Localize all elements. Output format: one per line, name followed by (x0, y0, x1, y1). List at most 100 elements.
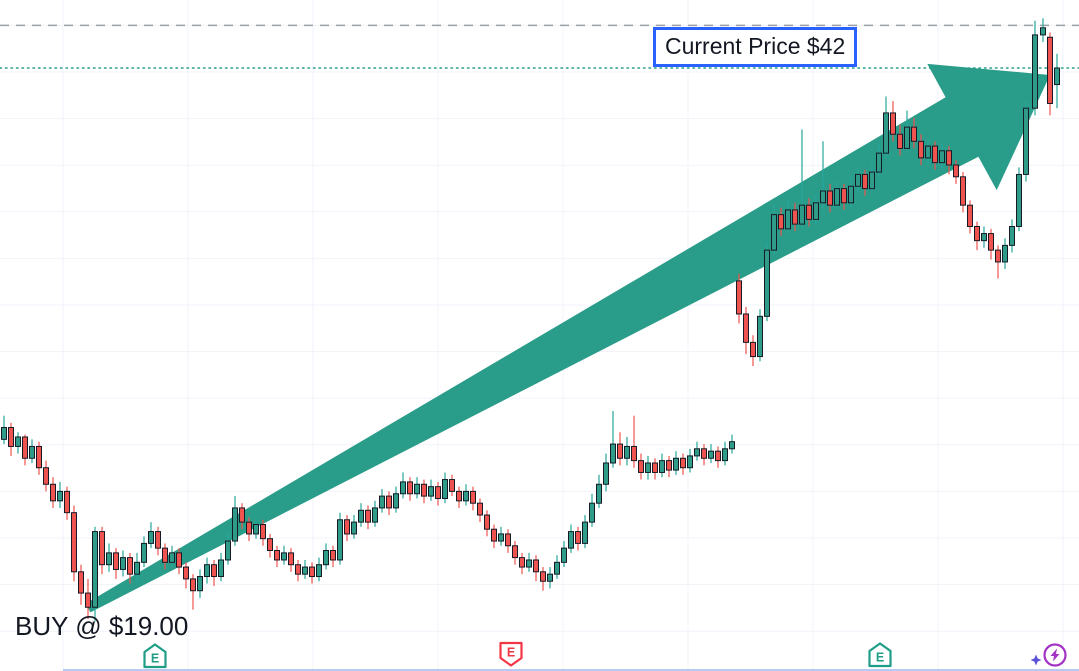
candle-down (176, 548, 182, 575)
candle-down (288, 548, 294, 572)
candle-up (463, 484, 469, 506)
candle-down (99, 526, 105, 575)
candle-up (603, 453, 609, 492)
candle-down (932, 141, 938, 170)
candle-up (428, 479, 434, 501)
candle-down (540, 567, 546, 591)
candle-up (379, 489, 385, 513)
candle-up (351, 515, 357, 539)
earnings-letter: E (507, 646, 515, 660)
candle-down (680, 453, 686, 475)
candle-down (78, 564, 84, 605)
candle-up (29, 439, 35, 463)
candle-up (526, 552, 532, 572)
candle-up (694, 441, 700, 461)
candle-up (253, 517, 259, 539)
candle-down (519, 552, 525, 575)
candle-up (904, 110, 910, 154)
candle-up (1016, 167, 1022, 232)
candle-down (505, 529, 511, 553)
candle-down (652, 458, 658, 480)
earnings-badge-up[interactable]: E (143, 643, 167, 669)
candle-down (1047, 32, 1053, 116)
candle-down (631, 415, 637, 468)
candle-down (365, 505, 371, 530)
candle-down (449, 474, 455, 497)
candle-up (15, 432, 21, 454)
candle-down (911, 117, 917, 149)
candle-up (148, 522, 154, 549)
candle-up (316, 557, 322, 582)
flash-event-icon[interactable] (1030, 643, 1067, 667)
candle-down (533, 555, 539, 582)
candle-down (666, 455, 672, 478)
candle-down (512, 541, 518, 565)
candle-up (722, 441, 728, 466)
candle-down (8, 422, 14, 456)
candle-up (785, 200, 791, 234)
candle-up (358, 503, 364, 527)
candle-down (575, 526, 581, 551)
candle-up (218, 552, 224, 582)
candle-down (988, 228, 994, 260)
candle-up (610, 410, 616, 468)
candle-down (267, 533, 273, 558)
candle-up (281, 545, 287, 565)
candle-down (64, 486, 70, 520)
candle-down (967, 200, 973, 234)
candle-down (43, 460, 49, 492)
candle-up (414, 477, 420, 499)
candle-up (554, 555, 560, 579)
candle-down (344, 515, 350, 542)
candle-up (169, 545, 175, 568)
candle-up (869, 162, 875, 194)
candle-up (1, 415, 7, 445)
candle-up (764, 243, 770, 322)
candle-up (813, 193, 819, 225)
buy-annotation[interactable]: BUY @ $19.00 (15, 611, 189, 641)
candle-down (246, 517, 252, 542)
earnings-badge-down[interactable]: E (499, 641, 523, 667)
candle-up (820, 141, 826, 210)
candle-down (50, 477, 56, 508)
candle-up (204, 557, 210, 584)
candle-down (274, 545, 280, 568)
current-price-text: Current Price $42 (665, 33, 846, 59)
candle-up (92, 526, 98, 622)
candle-up (589, 493, 595, 527)
candle-down (736, 273, 742, 324)
candle-down (22, 434, 28, 466)
earnings-badge-up[interactable]: E (868, 642, 892, 668)
candle-up (498, 526, 504, 546)
candle-up (400, 472, 406, 499)
candle-down (127, 552, 133, 584)
candle-up (1040, 18, 1046, 42)
candle-up (197, 569, 203, 598)
candle-down (827, 183, 833, 213)
candle-down (841, 183, 847, 210)
candle-down (36, 441, 42, 475)
candle-down (183, 562, 189, 589)
candle-down (946, 146, 952, 175)
candle-down (470, 486, 476, 511)
candle-up (141, 536, 147, 568)
candle-up (729, 434, 735, 454)
candle-down (974, 221, 980, 251)
candle-down (491, 524, 497, 549)
candle-up (596, 474, 602, 508)
candle-up (645, 455, 651, 480)
candle-up (855, 167, 861, 194)
candle-up (687, 448, 693, 473)
candle-up (708, 444, 714, 463)
candle-up (876, 143, 882, 177)
lightning-bolt-icon (1050, 648, 1060, 662)
candle-up (981, 226, 987, 248)
sparkle-icon (1030, 654, 1042, 666)
current-price-label[interactable]: Current Price $42 (653, 27, 858, 67)
candle-up (442, 472, 448, 504)
candle-down (386, 491, 392, 516)
candle-up (624, 436, 630, 466)
